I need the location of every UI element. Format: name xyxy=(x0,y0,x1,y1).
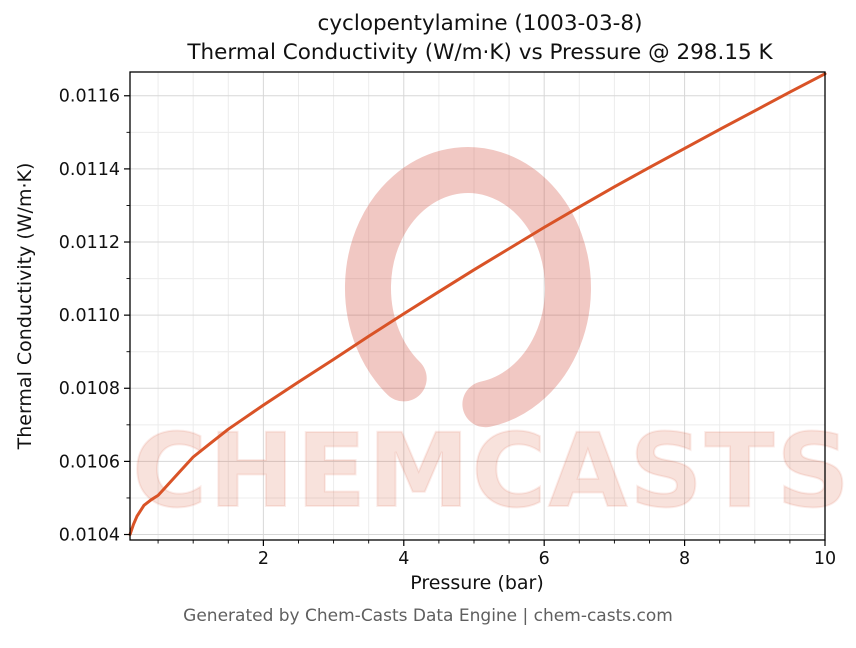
x-tick-label: 10 xyxy=(814,549,836,569)
x-tick-label: 8 xyxy=(679,549,690,569)
axes-spines xyxy=(129,71,826,541)
data-line-series xyxy=(128,72,827,536)
x-tick-label: 6 xyxy=(539,549,550,569)
x-tick-label: 2 xyxy=(258,549,269,569)
watermark-text: CHEMCASTS xyxy=(132,412,852,531)
plot-area: CHEMCASTS 2 4 6 8 10 0.0104 0.0106 0.0108 0.0110 0… xyxy=(59,71,852,569)
footer-credit: Generated by Chem-Casts Data Engine | ch… xyxy=(183,606,673,626)
chart-title-line1: cyclopentylamine (1003-03-8) xyxy=(318,11,643,36)
y-tick-label: 0.0108 xyxy=(59,379,120,399)
chart-title-line2: Thermal Conductivity (W/m·K) vs Pressure… xyxy=(186,40,773,65)
y-tick-label: 0.0110 xyxy=(59,306,120,326)
y-tick-label: 0.0104 xyxy=(59,525,120,545)
y-axis-label: Thermal Conductivity (W/m·K) xyxy=(14,163,36,451)
y-tick-label: 0.0106 xyxy=(59,452,120,472)
y-tick-label: 0.0114 xyxy=(59,160,120,180)
x-tick-label: 4 xyxy=(398,549,409,569)
y-tick-label: 0.0112 xyxy=(59,233,120,253)
watermark-ring-logo xyxy=(345,147,591,428)
y-tick-label: 0.0116 xyxy=(59,87,120,107)
x-axis-label: Pressure (bar) xyxy=(410,572,544,594)
